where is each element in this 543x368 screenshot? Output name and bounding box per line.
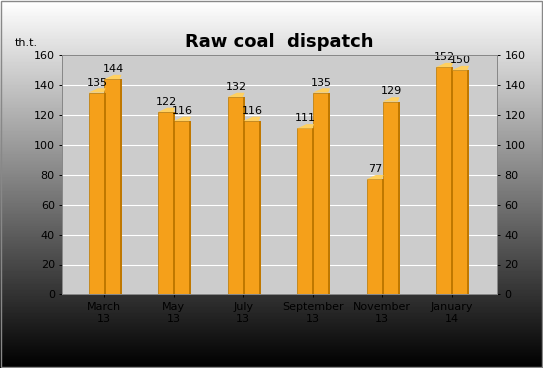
Bar [173,112,175,294]
Bar [259,121,261,294]
Bar [104,93,105,294]
Bar [452,70,468,294]
Bar [382,179,383,294]
Bar [382,102,398,294]
Polygon shape [104,75,122,79]
Text: 135: 135 [311,78,332,88]
Bar [190,121,191,294]
Bar [367,179,382,294]
Polygon shape [436,63,453,67]
Text: 116: 116 [172,106,193,116]
Polygon shape [89,88,105,93]
Text: 150: 150 [450,55,471,65]
Title: Raw coal  dispatch: Raw coal dispatch [185,33,374,51]
Polygon shape [367,175,383,179]
Text: 132: 132 [225,82,247,92]
Bar [228,97,243,294]
Bar [313,93,329,294]
Bar [243,97,244,294]
Polygon shape [158,108,175,112]
Text: 152: 152 [434,52,455,62]
Text: 111: 111 [295,113,316,123]
Polygon shape [174,117,191,121]
Polygon shape [313,88,330,93]
Bar [297,128,312,294]
Text: 135: 135 [86,78,108,88]
Polygon shape [452,66,469,70]
Text: 122: 122 [156,97,177,107]
Bar [158,112,173,294]
Text: 116: 116 [242,106,262,116]
Bar [398,102,400,294]
Text: th.t.: th.t. [15,38,38,48]
Polygon shape [228,93,244,97]
Bar [120,79,122,294]
Bar [312,128,314,294]
Bar [468,70,469,294]
Bar [89,93,104,294]
Text: 144: 144 [103,64,124,74]
Bar [329,93,330,294]
Text: 129: 129 [381,86,402,96]
Bar [436,67,451,294]
Polygon shape [382,97,400,102]
Polygon shape [297,124,314,128]
Bar [451,67,453,294]
Bar [104,79,120,294]
Text: 77: 77 [368,164,382,174]
Polygon shape [243,117,261,121]
Bar [243,121,259,294]
Bar [174,121,190,294]
